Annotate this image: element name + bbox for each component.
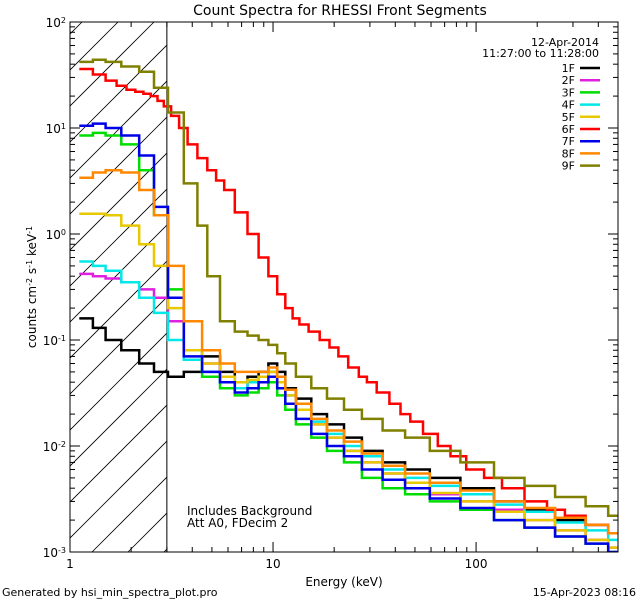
series-lines bbox=[79, 58, 618, 552]
y-tick-label: 102 bbox=[46, 16, 66, 31]
x-tick-label: 10 bbox=[265, 557, 280, 571]
y-tick-label-exp: -3 bbox=[58, 546, 66, 555]
footer-timestamp: 15-Apr-2023 08:16 bbox=[533, 586, 636, 599]
y-axis-label-sup2: -1 bbox=[25, 260, 34, 268]
annotation-attenuator: Att A0, FDecim 2 bbox=[187, 516, 288, 530]
x-axis-label: Energy (keV) bbox=[305, 575, 382, 589]
legend-label-9f: 9F bbox=[562, 160, 575, 173]
legend-label-6f: 6F bbox=[562, 123, 575, 136]
plot-frame bbox=[69, 21, 619, 553]
y-tick-label-base: 10 bbox=[43, 440, 58, 454]
y-tick-label-base: 10 bbox=[46, 16, 61, 30]
date-label: 12-Apr-2014 bbox=[531, 36, 599, 49]
legend-label-8f: 8F bbox=[562, 147, 575, 160]
y-tick-label: 100 bbox=[46, 228, 66, 243]
time-range-label: 11:27:00 to 11:28:00 bbox=[482, 47, 599, 60]
y-tick-label-base: 10 bbox=[46, 228, 61, 242]
y-tick-label: 10-2 bbox=[43, 440, 66, 455]
series-line-8f bbox=[79, 168, 618, 535]
legend-label-3f: 3F bbox=[562, 86, 575, 99]
chart-title: Count Spectra for RHESSI Front Segments bbox=[193, 3, 487, 19]
legend-label-7f: 7F bbox=[562, 135, 575, 148]
annotation-background: Includes Background bbox=[187, 504, 312, 518]
y-axis-label: counts cm-2 s-1 keV-1 bbox=[25, 226, 40, 348]
y-tick-label: 10-1 bbox=[43, 334, 66, 349]
y-tick-label-exp: 0 bbox=[61, 228, 66, 237]
x-tick-label: 100 bbox=[465, 557, 488, 571]
series-line-9f bbox=[79, 58, 618, 517]
y-tick-label: 101 bbox=[46, 122, 66, 137]
y-tick-label: 10-3 bbox=[43, 546, 66, 561]
y-tick-label-exp: 2 bbox=[61, 16, 66, 25]
legend-label-2f: 2F bbox=[562, 74, 575, 87]
y-tick-label-exp: -2 bbox=[58, 440, 66, 449]
y-axis-label-mid: s bbox=[25, 268, 39, 278]
y-tick-label-exp: 1 bbox=[61, 122, 66, 131]
hatch-line bbox=[70, 116, 167, 215]
hatch-line bbox=[70, 404, 167, 503]
x-tick-label: 1 bbox=[66, 557, 74, 571]
y-tick-label-base: 10 bbox=[46, 122, 61, 136]
hatch-line bbox=[70, 368, 167, 467]
y-tick-label-base: 10 bbox=[43, 546, 58, 560]
y-axis-label-main: counts cm bbox=[25, 286, 39, 348]
legend-label-5f: 5F bbox=[562, 111, 575, 124]
legend-label-1f: 1F bbox=[562, 62, 575, 75]
y-axis-label-end: keV bbox=[25, 233, 39, 260]
footer-generated-by: Generated by hsi_min_spectra_plot.pro bbox=[2, 586, 218, 599]
legend-label-4f: 4F bbox=[562, 99, 575, 112]
y-tick-label-base: 10 bbox=[43, 334, 58, 348]
hatch-line bbox=[70, 152, 167, 251]
y-axis-label-sup3: -1 bbox=[25, 226, 34, 234]
y-axis-label-sup1: -2 bbox=[25, 278, 34, 286]
y-tick-label-exp: -1 bbox=[58, 334, 66, 343]
